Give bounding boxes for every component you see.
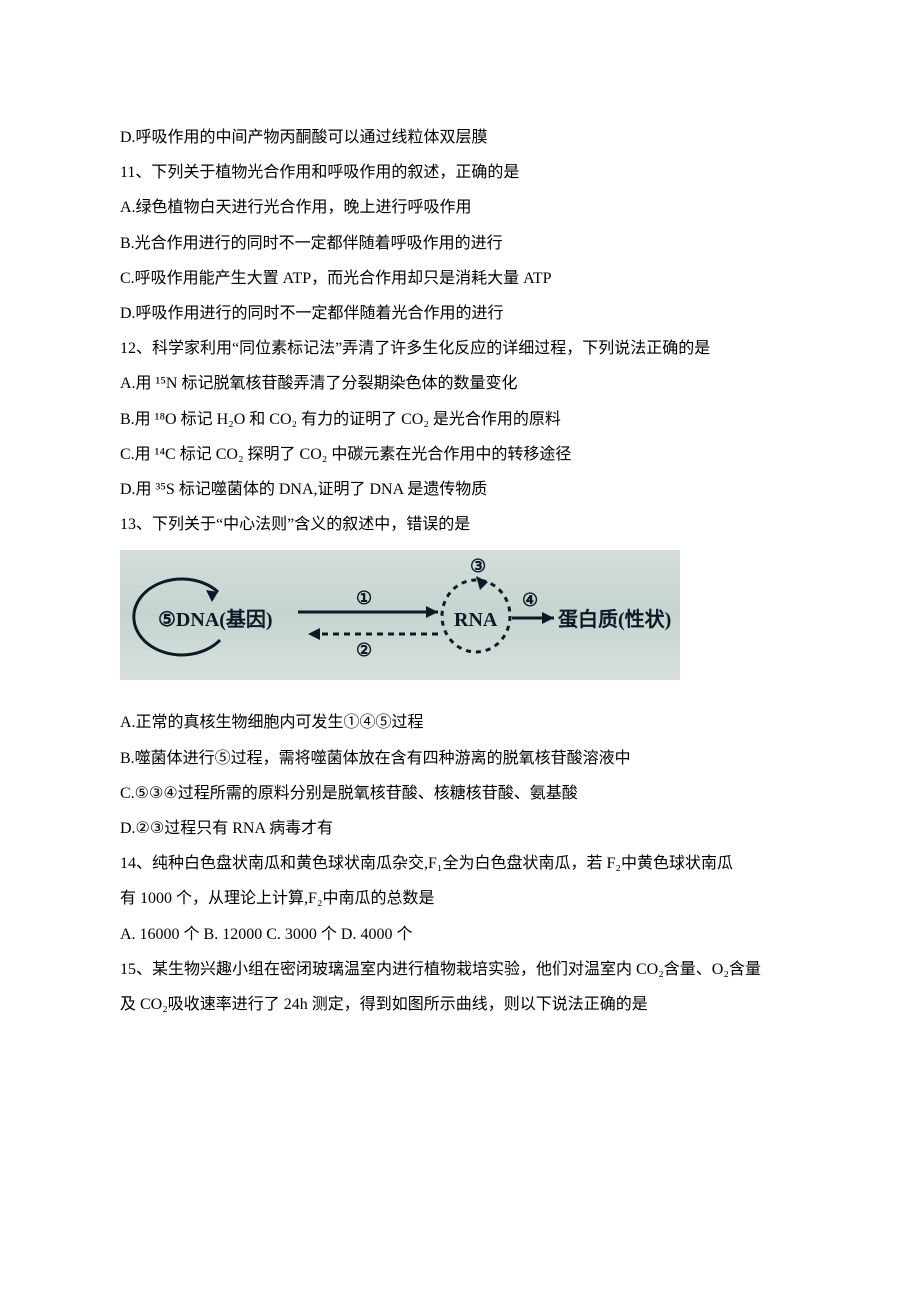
document-page: D.呼吸作用的中间产物丙酮酸可以通过线粒体双层膜 11、下列关于植物光合作用和呼… <box>0 0 920 1082</box>
central-dogma-diagram: ⑤DNA(基因) ① ② ③ RNA ④ 蛋白质(性状) <box>120 550 800 693</box>
q11-option-a: A.绿色植物白天进行光合作用，晚上进行呼吸作用 <box>120 190 800 225</box>
question-15-line1: 15、某生物兴趣小组在密闭玻璃温室内进行植物栽培实验，他们对温室内 CO₂含量、… <box>120 952 800 987</box>
rna-self-arrowhead <box>476 576 488 590</box>
q12-option-a: A.用 ¹⁵N 标记脱氧核苷酸弄清了分裂期染色体的数量变化 <box>120 366 800 401</box>
rna-label: RNA <box>454 609 498 631</box>
q13-option-c: C.⑤③④过程所需的原料分别是脱氧核苷酸、核糖核苷酸、氨基酸 <box>120 776 800 811</box>
question-11: 11、下列关于植物光合作用和呼吸作用的叙述，正确的是 <box>120 155 800 190</box>
q13-option-d: D.②③过程只有 RNA 病毒才有 <box>120 811 800 846</box>
arrow-2-head <box>308 628 320 640</box>
q13-option-b: B.噬菌体进行⑤过程，需将噬菌体放在含有四种游离的脱氧核苷酸溶液中 <box>120 741 800 776</box>
num-1: ① <box>356 588 372 608</box>
question-14-line1: 14、纯种白色盘状南瓜和黄色球状南瓜杂交,F₁全为白色盘状南瓜，若 F₂中黄色球… <box>120 846 800 881</box>
num-4: ④ <box>522 590 538 610</box>
arrow-4-head <box>542 612 554 624</box>
question-13: 13、下列关于“中心法则”含义的叙述中，错误的是 <box>120 507 800 542</box>
protein-label: 蛋白质(性状) <box>558 607 671 631</box>
q11-option-c: C.呼吸作用能产生大置 ATP，而光合作用却只是消耗大量 ATP <box>120 261 800 296</box>
num-2: ② <box>356 640 372 660</box>
question-14-line2: 有 1000 个，从理论上计算,F₂中南瓜的总数是 <box>120 881 800 916</box>
q14-options: A. 16000 个 B. 12000 C. 3000 个 D. 4000 个 <box>120 917 800 952</box>
option-d-prev: D.呼吸作用的中间产物丙酮酸可以通过线粒体双层膜 <box>120 120 800 155</box>
dna-self-arrowhead <box>206 590 218 602</box>
diagram-svg: ⑤DNA(基因) ① ② ③ RNA ④ 蛋白质(性状) <box>120 550 680 680</box>
question-15-line2: 及 CO₂吸收速率进行了 24h 测定，得到如图所示曲线，则以下说法正确的是 <box>120 987 800 1022</box>
q12-option-c: C.用 ¹⁴C 标记 CO₂ 探明了 CO₂ 中碳元素在光合作用中的转移途径 <box>120 437 800 472</box>
num-3: ③ <box>470 556 486 576</box>
dna-label: ⑤DNA(基因) <box>158 608 273 631</box>
q11-option-b: B.光合作用进行的同时不一定都伴随着呼吸作用的进行 <box>120 226 800 261</box>
arrow-1-head <box>426 606 438 618</box>
q12-option-b: B.用 ¹⁸O 标记 H₂O 和 CO₂ 有力的证明了 CO₂ 是光合作用的原料 <box>120 402 800 437</box>
q12-option-d: D.用 ³⁵S 标记噬菌体的 DNA,证明了 DNA 是遗传物质 <box>120 472 800 507</box>
q11-option-d: D.呼吸作用进行的同时不一定都伴随着光合作用的进行 <box>120 296 800 331</box>
q13-option-a: A.正常的真核生物细胞内可发生①④⑤过程 <box>120 705 800 740</box>
question-12: 12、科学家利用“同位素标记法”弄清了许多生化反应的详细过程，下列说法正确的是 <box>120 331 800 366</box>
